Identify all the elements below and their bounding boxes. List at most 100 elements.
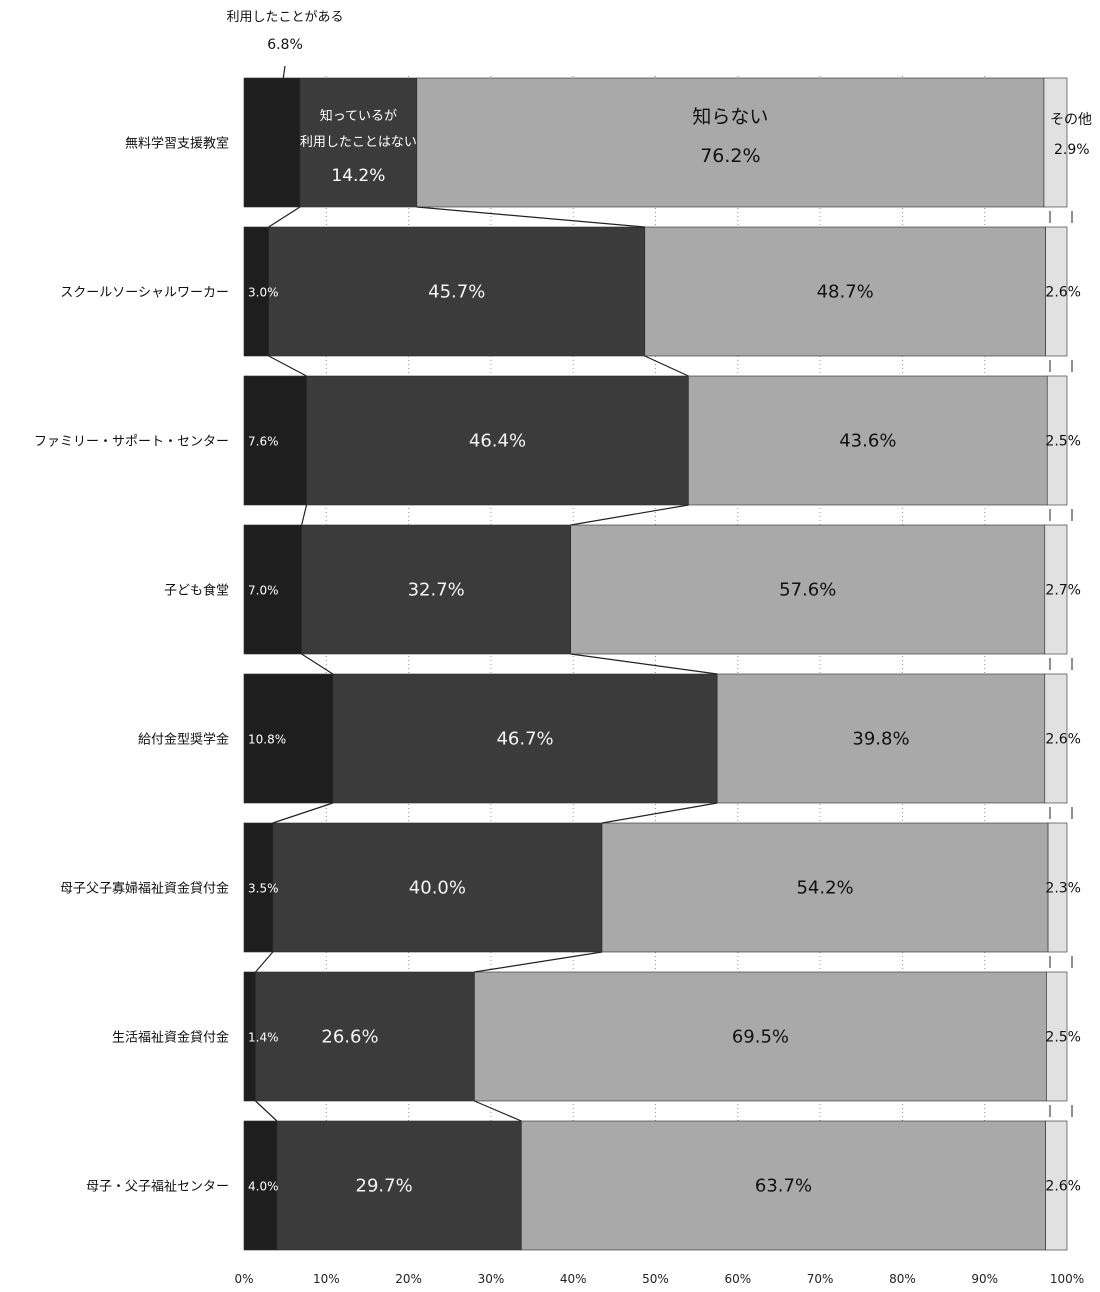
bar-segment: [255, 971, 475, 1102]
top-callout: 利用したことがある 6.8%: [226, 10, 344, 81]
data-label: 46.7%: [496, 729, 553, 750]
bar-segment: [1044, 524, 1068, 655]
bar-row: スクールソーシャルワーカー: [60, 226, 1068, 357]
connectors: [255, 206, 1073, 1122]
legend-used-line: 利用したことがある: [226, 10, 343, 25]
data-label: 40.0%: [409, 878, 466, 899]
data-label: 2.9%: [1054, 142, 1090, 158]
bar-segment: [688, 375, 1048, 506]
x-tick-label: 50%: [642, 1272, 669, 1286]
x-tick-label: 90%: [971, 1272, 998, 1286]
x-tick-label: 60%: [724, 1272, 751, 1286]
bar-segment: [332, 673, 718, 804]
connector-line: [474, 1100, 522, 1122]
category-label: 母子・父子福祉センター: [86, 1180, 229, 1195]
bar-segment: [1047, 822, 1068, 953]
data-label: 14.2%: [331, 166, 385, 186]
bars: 無料学習支援教室スクールソーシャルワーカーファミリー・サポート・センター子ども食…: [34, 77, 1068, 1251]
connector-line: [272, 802, 334, 824]
data-label: 2.6%: [1045, 732, 1081, 748]
x-tick-label: 40%: [560, 1272, 587, 1286]
connector-line: [268, 206, 301, 228]
category-label: 母子父子寡婦福祉資金貸付金: [60, 881, 229, 897]
x-tick-label: 30%: [478, 1272, 505, 1286]
data-label: 29.7%: [356, 1176, 413, 1197]
data-label: 43.6%: [839, 431, 896, 452]
data-label: 10.8%: [248, 733, 286, 747]
bar-row: 子ども食堂: [164, 524, 1068, 655]
data-label: 63.7%: [755, 1176, 812, 1197]
data-label: 26.6%: [321, 1027, 378, 1048]
bar-row: ファミリー・サポート・センター: [34, 375, 1068, 506]
data-label: 48.7%: [817, 282, 874, 303]
bar-segment: [716, 673, 1046, 804]
bar-segment: [268, 226, 646, 357]
legend-known-line2: 利用したことはない: [300, 135, 417, 150]
category-label: 給付金型奨学金: [138, 732, 229, 748]
bar-segment: [1045, 226, 1068, 357]
connector-line: [570, 653, 718, 675]
connector-line: [255, 1100, 278, 1122]
x-tick-label: 70%: [807, 1272, 834, 1286]
bar-segment: [243, 77, 301, 208]
data-label: 54.2%: [796, 878, 853, 899]
bar-segment: [243, 524, 302, 655]
x-axis-ticks: 0% 10% 20% 30% 40% 50% 60% 70% 80% 90% 100%: [234, 1272, 1084, 1286]
connector-line: [268, 355, 307, 377]
data-label: 46.4%: [469, 431, 526, 452]
bar-segment: [1044, 673, 1068, 804]
data-label: 3.0%: [248, 286, 279, 300]
connector-line: [644, 355, 689, 377]
x-tick-label: 20%: [395, 1272, 422, 1286]
category-label: 生活福祉資金貸付金: [112, 1030, 229, 1046]
x-tick-label: 100%: [1050, 1272, 1084, 1286]
data-label: 7.0%: [248, 584, 279, 598]
legend-used-value: 6.8%: [267, 37, 303, 53]
bar-segment: [521, 1120, 1046, 1251]
connector-line: [570, 504, 689, 526]
data-label: 7.6%: [248, 435, 279, 449]
bar-row: 母子・父子福祉センター: [86, 1120, 1068, 1251]
connector-line: [474, 951, 603, 973]
data-label: 2.5%: [1045, 434, 1081, 450]
data-label: 45.7%: [428, 282, 485, 303]
legend-known-line1: 知っているが: [320, 108, 397, 124]
bar-segment: [243, 673, 334, 804]
bar-row: 無料学習支援教室: [125, 77, 1068, 208]
data-label: 32.7%: [408, 580, 465, 601]
bar-row: 給付金型奨学金: [138, 673, 1068, 804]
bar-segment: [243, 226, 269, 357]
data-label: 2.5%: [1045, 1030, 1081, 1046]
data-label: 2.6%: [1045, 285, 1081, 301]
category-label: スクールソーシャルワーカー: [60, 286, 229, 301]
data-label: 57.6%: [779, 580, 836, 601]
legend-unknown-line: 知らない: [692, 106, 768, 128]
connector-line: [301, 653, 334, 675]
data-label: 4.0%: [248, 1180, 279, 1194]
data-label: 1.4%: [248, 1031, 279, 1045]
x-tick-label: 10%: [313, 1272, 340, 1286]
bar-segment: [276, 1120, 522, 1251]
x-tick-label: 80%: [889, 1272, 916, 1286]
bar-segment: [306, 375, 689, 506]
callout-line: [282, 65, 286, 81]
data-label: 2.6%: [1045, 1179, 1081, 1195]
connector-line: [301, 504, 308, 526]
bar-segment: [474, 971, 1047, 1102]
bar-segment: [570, 524, 1046, 655]
bar-row: 生活福祉資金貸付金: [112, 971, 1068, 1102]
data-label: 39.8%: [852, 729, 909, 750]
bar-segment: [1043, 77, 1068, 208]
category-label: ファミリー・サポート・センター: [34, 435, 229, 450]
bar-segment: [243, 375, 307, 506]
bar-segment: [272, 822, 603, 953]
x-tick-label: 0%: [234, 1272, 253, 1286]
data-label: 2.7%: [1045, 583, 1081, 599]
bar-segment: [301, 524, 572, 655]
bar-segment: [1046, 375, 1068, 506]
data-label: 76.2%: [700, 145, 760, 167]
connector-line: [601, 802, 718, 824]
category-label: 無料学習支援教室: [125, 136, 229, 152]
